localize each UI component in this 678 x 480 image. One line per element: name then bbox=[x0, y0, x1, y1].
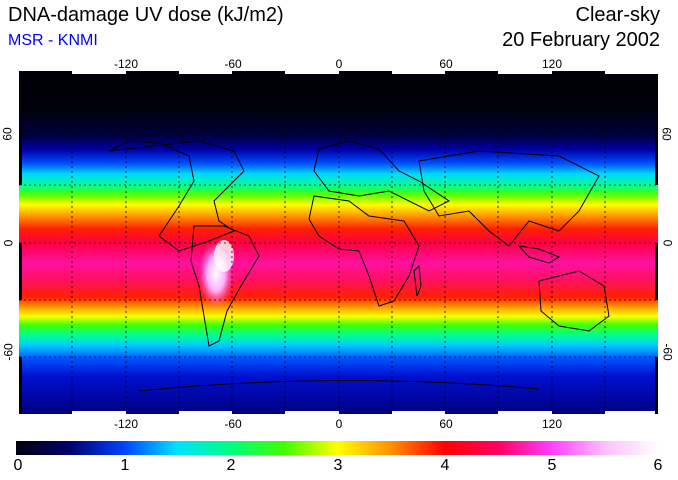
lon-tick-top: -120 bbox=[113, 57, 139, 71]
colorbar-tick: 3 bbox=[333, 457, 343, 474]
lat-tick-right: 0 bbox=[660, 239, 675, 247]
colorbar-tick: 4 bbox=[440, 457, 450, 474]
colorbar bbox=[16, 441, 659, 455]
lon-tick-top: -60 bbox=[224, 57, 242, 71]
graticule bbox=[19, 71, 658, 414]
lon-tick-bottom: 120 bbox=[541, 417, 563, 431]
lon-tick-bottom: 0 bbox=[335, 417, 343, 431]
sky-condition-label: Clear-sky bbox=[575, 4, 660, 26]
frame-ticks bbox=[72, 71, 658, 414]
colorbar-tick: 1 bbox=[120, 457, 130, 474]
lon-tick-top: 60 bbox=[439, 57, 453, 71]
map-title: DNA-damage UV dose (kJ/m2) bbox=[8, 4, 284, 26]
lon-tick-top: 120 bbox=[541, 57, 563, 71]
lat-tick-right: -60 bbox=[660, 343, 675, 361]
lon-tick-bottom: -60 bbox=[224, 417, 242, 431]
lat-tick-left: 0 bbox=[1, 239, 16, 247]
colorbar-tick: 5 bbox=[547, 457, 557, 474]
source-label: MSR - KNMI bbox=[8, 32, 98, 49]
lat-tick-right: 60 bbox=[659, 127, 674, 141]
colorbar-tick: 6 bbox=[653, 457, 663, 474]
lon-tick-top: 0 bbox=[335, 57, 343, 71]
date-label: 20 February 2002 bbox=[502, 29, 660, 51]
colorbar-tick: 0 bbox=[13, 457, 23, 474]
colorbar-tick: 2 bbox=[226, 457, 236, 474]
lon-tick-bottom: 60 bbox=[439, 417, 453, 431]
lat-tick-left: 60 bbox=[0, 127, 15, 141]
lat-tick-left: -60 bbox=[1, 343, 16, 361]
dose-field bbox=[19, 71, 658, 414]
frame-side-ticks bbox=[19, 128, 658, 414]
uv-dose-map bbox=[19, 71, 658, 414]
lon-tick-bottom: -120 bbox=[113, 417, 139, 431]
